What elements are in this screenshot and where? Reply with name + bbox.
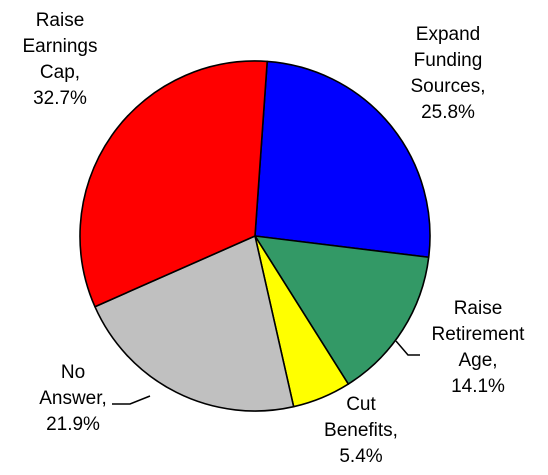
leader-line [112,395,151,405]
slice-label-line: Answer, [39,388,107,409]
slice-label-line: Cap, [40,62,80,83]
slice-label-no-answer: No Answer, 21.9% [39,362,107,435]
slice-labels: Expand Funding Sources, 25.8% Raise Retiremen… [23,10,526,467]
slice-label-raise-retirement-age: Raise Retirement Age, 14.1% [432,298,526,397]
slice-label-line: 21.9% [46,414,100,435]
pie-slice-raise-earnings-cap [79,60,269,308]
slice-label-line: Expand [416,24,480,45]
slice-label-line: Retirement [432,324,526,345]
slice-label-line: Funding [414,50,483,71]
pie-slice-no-answer [94,235,295,412]
slice-label-line: 25.8% [421,102,475,123]
slice-label-line: Raise [36,10,85,31]
slice-label-line: Sources, [411,76,486,97]
slice-label-line: 5.4% [339,446,382,467]
pie-slice-expand-funding-sources [254,60,431,259]
slice-label-raise-earnings-cap: Raise Earnings Cap, 32.7% [23,10,98,109]
slice-label-line: Cut [346,394,376,415]
slice-label-line: No [61,362,85,383]
slice-label-line: Raise [454,298,503,319]
pie-slices [79,60,431,412]
leader-line [395,340,420,356]
slice-label-line: 14.1% [451,376,505,397]
pie-slice-raise-retirement-age [254,235,430,385]
slice-label-line: Earnings [23,36,98,57]
slice-label-line: Age, [458,350,497,371]
slice-label-cut-benefits: Cut Benefits, 5.4% [324,394,398,467]
slice-label-expand-funding-sources: Expand Funding Sources, 25.8% [411,24,486,123]
slice-label-line: 32.7% [33,88,87,109]
slice-label-line: Benefits, [324,420,398,441]
leader-lines [112,340,420,405]
